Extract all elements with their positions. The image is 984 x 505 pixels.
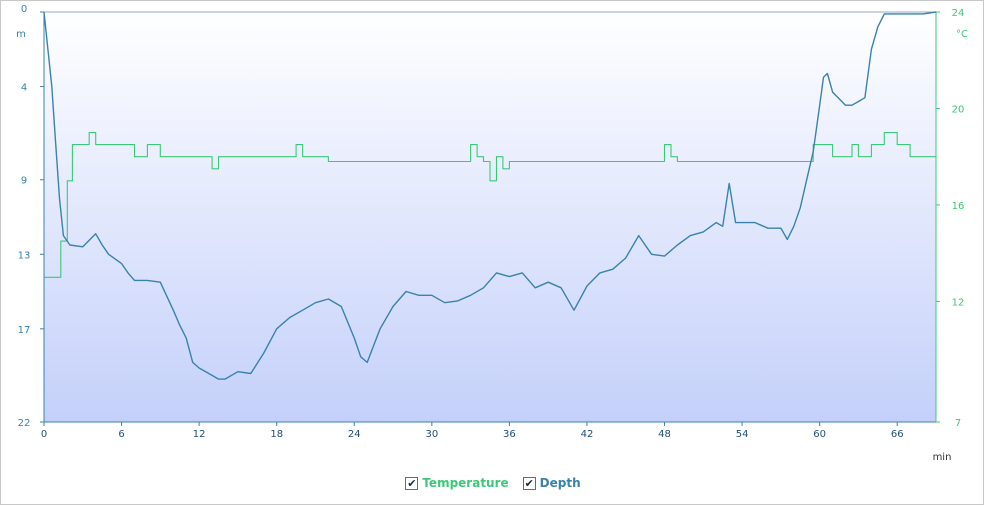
x-tick-label: 0: [41, 429, 47, 440]
legend-item-depth[interactable]: ✔ Depth: [522, 476, 581, 490]
x-tick-label: 6: [118, 429, 124, 440]
right-tick-label: 20: [952, 104, 965, 115]
x-axis-unit: min: [933, 452, 952, 463]
plot-area: [44, 12, 936, 422]
x-tick-label: 60: [813, 429, 826, 440]
left-axis-unit: m: [16, 29, 26, 40]
x-tick-label: 24: [348, 429, 361, 440]
right-tick-label: 12: [952, 297, 965, 308]
temperature-checkbox[interactable]: ✔: [405, 476, 419, 490]
legend-item-temperature[interactable]: ✔ Temperature: [405, 476, 509, 490]
left-tick-label: 13: [18, 250, 31, 261]
depth-checkbox[interactable]: ✔: [522, 476, 536, 490]
legend-label-temperature: Temperature: [422, 476, 509, 490]
left-tick-label: 22: [18, 418, 31, 429]
x-tick-label: 42: [581, 429, 594, 440]
dive-profile-chart: 0 6 12 18 24 30 36 42 48 54 60 66 min 0 4 9 13 17 22 m 24 20 1…: [16, 4, 968, 463]
right-tick-label: 16: [952, 201, 965, 212]
left-tick-label: 4: [21, 83, 27, 94]
x-tick-label: 12: [193, 429, 206, 440]
x-tick-label: 36: [503, 429, 516, 440]
x-tick-label: 18: [270, 429, 283, 440]
x-tick-label: 54: [736, 429, 749, 440]
right-tick-label: 7: [955, 418, 961, 429]
right-axis-unit: °C: [956, 29, 968, 40]
x-tick-label: 30: [425, 429, 438, 440]
series-line-depth: [43, 11, 937, 380]
legend: ✔ Temperature ✔ Depth: [1, 474, 984, 492]
x-tick-label: 48: [658, 429, 671, 440]
series-line-temperature: [44, 132, 936, 278]
legend-label-depth: Depth: [539, 476, 581, 490]
x-tick-label: 66: [891, 429, 904, 440]
left-tick-label: 17: [18, 325, 31, 336]
right-tick-label: 24: [952, 8, 965, 19]
left-tick-label: 0: [21, 4, 27, 15]
left-tick-label: 9: [21, 176, 27, 187]
